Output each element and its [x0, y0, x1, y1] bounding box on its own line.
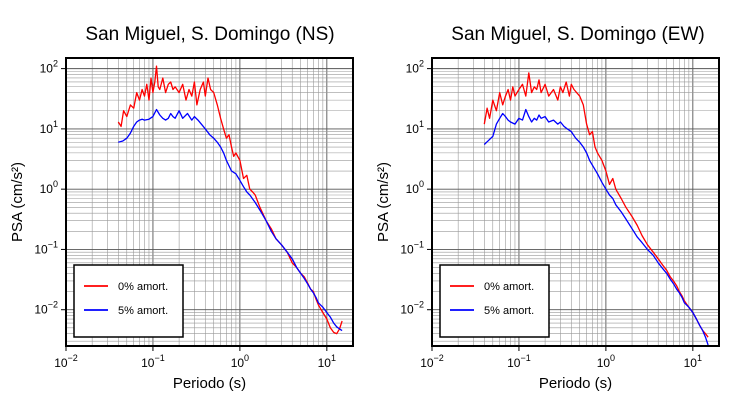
y-tick-label: 100 — [40, 179, 58, 196]
legend-box — [73, 264, 184, 338]
legend-label: 0% amort. — [484, 281, 534, 293]
x-tick-label: 101 — [684, 353, 702, 370]
x-axis-label: Periodo (s) — [173, 375, 246, 392]
x-axis-label: Periodo (s) — [539, 375, 612, 392]
y-axis-label: PSA (cm/s²) — [375, 162, 392, 242]
legend-label: 5% amort. — [484, 305, 534, 317]
x-tick-label: 101 — [318, 353, 336, 370]
legend-label: 5% amort. — [118, 305, 168, 317]
x-tick-label: 10−2 — [54, 353, 78, 370]
y-axis: 10−2 10−1 100 101 102 — [400, 59, 432, 317]
chart-ns: San Miguel, S. Domingo (NS)10−2 10−1 100 10… — [9, 24, 354, 392]
y-tick-label: 10−1 — [400, 239, 424, 256]
legend-label: 0% amort. — [118, 281, 168, 293]
series-line-damped — [118, 108, 343, 332]
series-line-undamped — [483, 72, 709, 338]
y-axis: 10−2 10−1 100 101 102 — [34, 59, 66, 317]
x-tick-label: 10−2 — [420, 353, 444, 370]
y-tick-label: 102 — [40, 59, 58, 76]
x-tick-label: 100 — [231, 353, 249, 370]
y-tick-label: 10−1 — [34, 239, 58, 256]
chart-title: San Miguel, S. Domingo (EW) — [451, 24, 704, 45]
y-tick-label: 100 — [406, 179, 424, 196]
x-tick-label: 10−1 — [141, 353, 165, 370]
y-tick-label: 101 — [40, 119, 58, 136]
y-axis-label: PSA (cm/s²) — [9, 162, 26, 242]
y-tick-label: 102 — [406, 59, 424, 76]
plot-frame — [431, 57, 720, 347]
plot-frame — [65, 57, 354, 347]
y-tick-label: 10−2 — [34, 300, 58, 317]
series-line-damped — [483, 108, 709, 346]
series-line-undamped — [117, 65, 343, 335]
y-tick-label: 10−2 — [400, 300, 424, 317]
legend-box — [439, 264, 550, 338]
x-tick-label: 100 — [597, 353, 615, 370]
y-tick-label: 101 — [406, 119, 424, 136]
legend: 0% amort. 5% amort. — [73, 264, 184, 338]
x-tick-label: 10−1 — [507, 353, 531, 370]
x-axis: 10−2 10−1 100 101 — [54, 346, 336, 370]
legend: 0% amort. 5% amort. — [439, 264, 550, 338]
chart-ew: San Miguel, S. Domingo (EW)10−2 10−1 100 10… — [375, 24, 720, 392]
x-axis: 10−2 10−1 100 101 — [420, 346, 702, 370]
chart-title: San Miguel, S. Domingo (NS) — [85, 24, 334, 45]
